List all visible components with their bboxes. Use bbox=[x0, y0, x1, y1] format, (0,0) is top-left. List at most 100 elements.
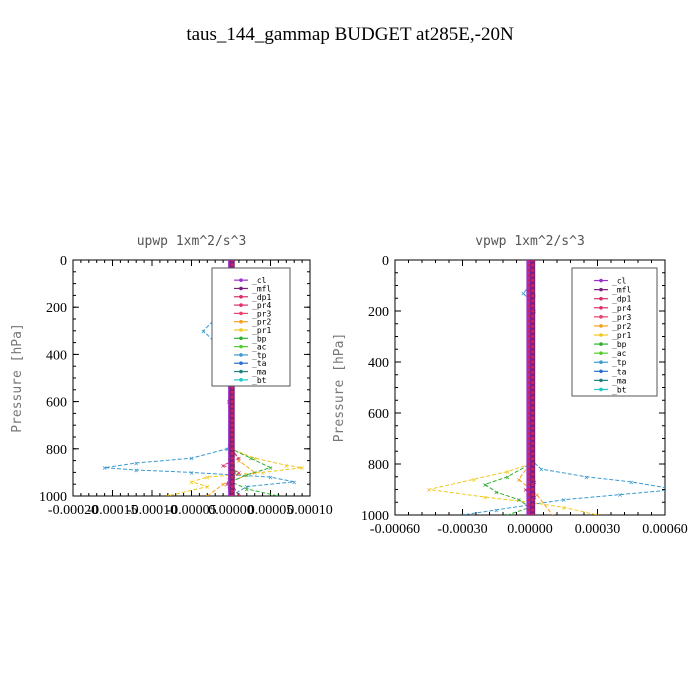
profile-marker bbox=[531, 334, 535, 339]
y-tick-label: 600 bbox=[368, 407, 389, 422]
legend: _cl_mfl_dp1_pr4_pr3_pr2_pr1_bp_ac_tp_ta_… bbox=[211, 267, 291, 387]
legend-marker bbox=[599, 378, 603, 383]
x-tick-label: 0.00010 bbox=[287, 503, 333, 518]
profile-marker bbox=[527, 304, 531, 308]
series-marker: × bbox=[244, 471, 249, 480]
series-marker: × bbox=[550, 511, 555, 520]
series-marker: × bbox=[236, 454, 241, 463]
profile-marker bbox=[527, 314, 531, 318]
series-marker: × bbox=[205, 483, 210, 492]
series-marker: × bbox=[534, 491, 539, 500]
profile-marker bbox=[531, 289, 535, 293]
legend-marker bbox=[239, 361, 243, 366]
profile-marker bbox=[527, 416, 531, 420]
profile-marker bbox=[531, 360, 535, 364]
series-marker: × bbox=[483, 480, 488, 489]
legend-entry-label: _ta bbox=[612, 367, 627, 376]
profile-marker bbox=[527, 380, 531, 384]
x-tick-label: -0.00005 bbox=[166, 503, 216, 518]
profile-marker bbox=[527, 513, 531, 515]
series-marker: × bbox=[494, 506, 499, 515]
legend-marker bbox=[599, 369, 603, 374]
legend-marker bbox=[599, 287, 603, 292]
profile-marker bbox=[527, 503, 531, 507]
series-marker: × bbox=[134, 459, 139, 468]
series-marker: × bbox=[292, 478, 297, 487]
profile-marker bbox=[527, 391, 531, 395]
series-marker: × bbox=[244, 485, 249, 494]
y-tick-label: 200 bbox=[368, 305, 389, 320]
profile-marker bbox=[527, 493, 531, 497]
profile-marker bbox=[527, 396, 531, 400]
profile-marker bbox=[527, 289, 531, 293]
profile-marker bbox=[527, 375, 531, 379]
legend-entry-label: _pr4 bbox=[612, 304, 631, 313]
profile-marker bbox=[527, 477, 531, 481]
profile-marker bbox=[531, 487, 535, 492]
profile-marker bbox=[531, 263, 535, 267]
profile-marker bbox=[527, 462, 531, 466]
x-tick-label: -0.00060 bbox=[370, 522, 420, 537]
series-marker: × bbox=[483, 493, 488, 502]
y-tick-label: 400 bbox=[46, 348, 67, 363]
series-marker: × bbox=[244, 483, 249, 492]
legend-marker bbox=[599, 324, 603, 328]
y-tick-label: 1000 bbox=[361, 509, 389, 524]
x-tick-label: 0.00000 bbox=[507, 522, 553, 537]
profile-marker bbox=[230, 447, 234, 451]
profile-marker bbox=[531, 452, 535, 456]
series-marker: × bbox=[102, 464, 107, 473]
series-marker: × bbox=[189, 454, 194, 463]
legend-entry-label: _bp bbox=[612, 340, 627, 349]
y-tick-label: 400 bbox=[368, 356, 389, 371]
legend: _cl_mfl_dp1_pr4_pr3_pr2_pr1_bp_ac_tp_ta_… bbox=[571, 267, 658, 397]
series-marker: × bbox=[618, 491, 623, 500]
profile-marker bbox=[531, 350, 535, 354]
series-marker: × bbox=[674, 486, 679, 495]
profile-marker bbox=[531, 493, 535, 497]
profile-marker bbox=[230, 466, 234, 470]
legend-marker bbox=[239, 319, 243, 324]
profile-marker bbox=[230, 409, 234, 413]
profile-marker bbox=[527, 385, 531, 390]
profile-marker bbox=[230, 400, 234, 404]
profile-marker bbox=[531, 431, 535, 435]
legend-entry-label: _bp bbox=[252, 334, 267, 343]
legend-marker bbox=[239, 353, 243, 357]
profile-marker bbox=[527, 487, 531, 492]
y-axis-label: Pressure [hPa] bbox=[332, 333, 347, 443]
legend-entry-label: _ac bbox=[252, 343, 267, 352]
profile-marker bbox=[230, 385, 234, 390]
profile-marker bbox=[527, 421, 531, 425]
profile-marker bbox=[531, 457, 535, 461]
series-marker: × bbox=[505, 511, 510, 520]
profile-marker bbox=[527, 482, 531, 486]
x-tick-label: -0.00030 bbox=[437, 522, 487, 537]
profile-marker bbox=[527, 411, 531, 415]
profile-marker bbox=[230, 470, 234, 474]
profile-marker bbox=[531, 324, 535, 328]
profile-marker bbox=[531, 370, 535, 374]
series-marker: × bbox=[584, 473, 589, 482]
profile-marker bbox=[230, 433, 234, 437]
profile-marker bbox=[531, 447, 535, 451]
profile-marker bbox=[531, 498, 535, 502]
profile-marker bbox=[230, 414, 234, 418]
profile-marker bbox=[527, 436, 531, 441]
profile-marker bbox=[531, 513, 535, 515]
profile-marker bbox=[531, 319, 535, 323]
series-group: ××××××××××××××××××××××××××××××××××××××××… bbox=[426, 260, 679, 520]
x-tick-label: -0.00010 bbox=[127, 503, 177, 518]
legend-entry-label: _tp bbox=[612, 358, 627, 367]
vpwp-panel: vpwp 1xm^2/s^3 Pressure [hPa] 0 200 400 600 80… bbox=[332, 234, 688, 537]
legend-entry-label: _pr2 bbox=[252, 318, 271, 327]
profile-marker bbox=[527, 263, 531, 267]
series-marker: × bbox=[252, 454, 257, 463]
profile-marker bbox=[531, 436, 535, 441]
profile-marker bbox=[527, 334, 531, 339]
series-marker: × bbox=[426, 486, 431, 495]
series-marker: × bbox=[516, 475, 521, 484]
legend-marker bbox=[239, 344, 243, 349]
series-marker: × bbox=[189, 468, 194, 477]
legend-marker bbox=[599, 305, 603, 310]
